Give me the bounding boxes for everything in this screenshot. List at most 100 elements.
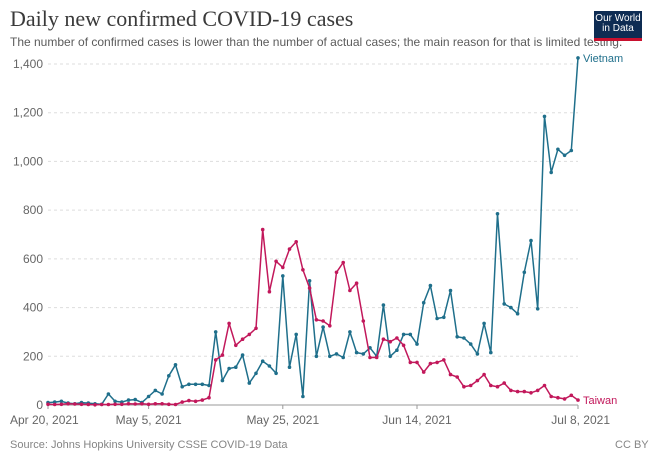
data-point-taiwan[interactable]: [415, 360, 419, 365]
data-point-taiwan[interactable]: [321, 319, 325, 323]
data-point-vietnam[interactable]: [509, 305, 513, 310]
data-point-vietnam[interactable]: [180, 384, 184, 389]
data-point-taiwan[interactable]: [187, 398, 191, 403]
data-point-taiwan[interactable]: [86, 402, 91, 407]
data-point-taiwan[interactable]: [482, 372, 486, 377]
data-point-taiwan[interactable]: [455, 375, 460, 379]
data-point-taiwan[interactable]: [502, 381, 507, 385]
data-point-taiwan[interactable]: [160, 402, 164, 406]
data-point-taiwan[interactable]: [267, 289, 272, 294]
data-point-vietnam[interactable]: [126, 398, 131, 402]
data-point-taiwan[interactable]: [133, 402, 137, 406]
data-point-taiwan[interactable]: [173, 402, 178, 407]
data-point-vietnam[interactable]: [388, 354, 393, 359]
data-point-taiwan[interactable]: [146, 402, 151, 407]
data-point-vietnam[interactable]: [428, 283, 433, 288]
data-point-taiwan[interactable]: [167, 402, 171, 407]
data-point-vietnam[interactable]: [401, 332, 406, 337]
data-point-vietnam[interactable]: [395, 348, 399, 353]
data-point-vietnam[interactable]: [515, 311, 520, 316]
data-point-taiwan[interactable]: [562, 397, 567, 401]
data-point-taiwan[interactable]: [428, 361, 433, 366]
data-point-vietnam[interactable]: [334, 352, 339, 356]
data-point-vietnam[interactable]: [153, 388, 158, 393]
series-label-taiwan[interactable]: Taiwan: [583, 395, 617, 407]
data-point-vietnam[interactable]: [160, 392, 164, 396]
data-point-taiwan[interactable]: [153, 402, 158, 406]
data-point-taiwan[interactable]: [287, 247, 292, 251]
data-point-taiwan[interactable]: [79, 402, 84, 407]
data-point-taiwan[interactable]: [408, 360, 413, 365]
data-point-vietnam[interactable]: [495, 212, 500, 216]
data-point-vietnam[interactable]: [307, 279, 312, 283]
data-point-taiwan[interactable]: [509, 388, 513, 393]
data-point-taiwan[interactable]: [515, 389, 520, 394]
data-point-vietnam[interactable]: [113, 399, 117, 404]
data-point-vietnam[interactable]: [348, 330, 352, 334]
source-note[interactable]: Source: Johns Hopkins University CSSE CO…: [10, 439, 288, 451]
data-point-vietnam[interactable]: [267, 364, 272, 368]
data-point-vietnam[interactable]: [260, 359, 265, 364]
owid-logo[interactable]: Our World in Data: [594, 11, 642, 41]
data-point-vietnam[interactable]: [468, 342, 473, 346]
data-point-taiwan[interactable]: [46, 402, 50, 407]
data-point-vietnam[interactable]: [59, 399, 64, 404]
data-point-taiwan[interactable]: [368, 355, 372, 360]
data-point-taiwan[interactable]: [354, 281, 359, 286]
data-point-vietnam[interactable]: [442, 315, 446, 320]
data-point-vietnam[interactable]: [542, 114, 547, 119]
data-point-taiwan[interactable]: [328, 324, 332, 328]
data-point-vietnam[interactable]: [381, 303, 386, 307]
data-point-taiwan[interactable]: [247, 332, 252, 337]
data-point-vietnam[interactable]: [354, 350, 359, 355]
data-point-taiwan[interactable]: [180, 400, 184, 404]
data-point-taiwan[interactable]: [93, 403, 97, 407]
data-point-vietnam[interactable]: [435, 316, 439, 321]
data-point-taiwan[interactable]: [66, 402, 70, 406]
data-point-vietnam[interactable]: [207, 383, 211, 388]
data-point-taiwan[interactable]: [569, 393, 574, 398]
data-point-taiwan[interactable]: [281, 265, 285, 270]
data-point-vietnam[interactable]: [200, 382, 205, 387]
data-point-taiwan[interactable]: [73, 402, 77, 406]
data-point-vietnam[interactable]: [321, 325, 325, 329]
data-point-vietnam[interactable]: [535, 307, 540, 311]
data-point-taiwan[interactable]: [468, 383, 473, 388]
data-point-vietnam[interactable]: [287, 365, 292, 370]
data-point-taiwan[interactable]: [448, 372, 453, 377]
data-point-taiwan[interactable]: [106, 402, 111, 407]
data-point-taiwan[interactable]: [522, 389, 527, 394]
data-point-taiwan[interactable]: [207, 395, 211, 400]
data-point-vietnam[interactable]: [193, 382, 198, 387]
data-point-taiwan[interactable]: [341, 260, 346, 265]
data-point-vietnam[interactable]: [146, 394, 151, 399]
data-point-taiwan[interactable]: [213, 358, 218, 362]
data-point-taiwan[interactable]: [421, 370, 426, 374]
data-point-vietnam[interactable]: [254, 371, 258, 376]
data-point-vietnam[interactable]: [408, 332, 413, 337]
data-point-taiwan[interactable]: [294, 240, 299, 244]
data-point-vietnam[interactable]: [556, 147, 560, 152]
data-point-taiwan[interactable]: [260, 227, 265, 232]
data-point-vietnam[interactable]: [167, 374, 171, 378]
data-point-vietnam[interactable]: [489, 350, 493, 355]
data-point-taiwan[interactable]: [240, 337, 245, 342]
data-point-taiwan[interactable]: [274, 259, 278, 264]
data-point-vietnam[interactable]: [187, 382, 191, 387]
data-point-taiwan[interactable]: [52, 402, 57, 407]
data-point-vietnam[interactable]: [314, 354, 319, 359]
data-point-taiwan[interactable]: [401, 343, 406, 348]
data-point-vietnam[interactable]: [549, 170, 553, 175]
data-point-vietnam[interactable]: [502, 302, 507, 306]
data-point-vietnam[interactable]: [576, 56, 580, 60]
data-point-taiwan[interactable]: [542, 383, 547, 388]
data-point-vietnam[interactable]: [415, 342, 419, 346]
license-link[interactable]: CC BY: [615, 439, 649, 451]
data-point-vietnam[interactable]: [294, 332, 299, 337]
data-point-vietnam[interactable]: [455, 335, 460, 339]
data-point-vietnam[interactable]: [569, 148, 574, 153]
data-point-vietnam[interactable]: [462, 336, 466, 340]
data-point-vietnam[interactable]: [529, 238, 533, 243]
data-point-taiwan[interactable]: [388, 339, 393, 344]
data-point-taiwan[interactable]: [227, 321, 231, 326]
